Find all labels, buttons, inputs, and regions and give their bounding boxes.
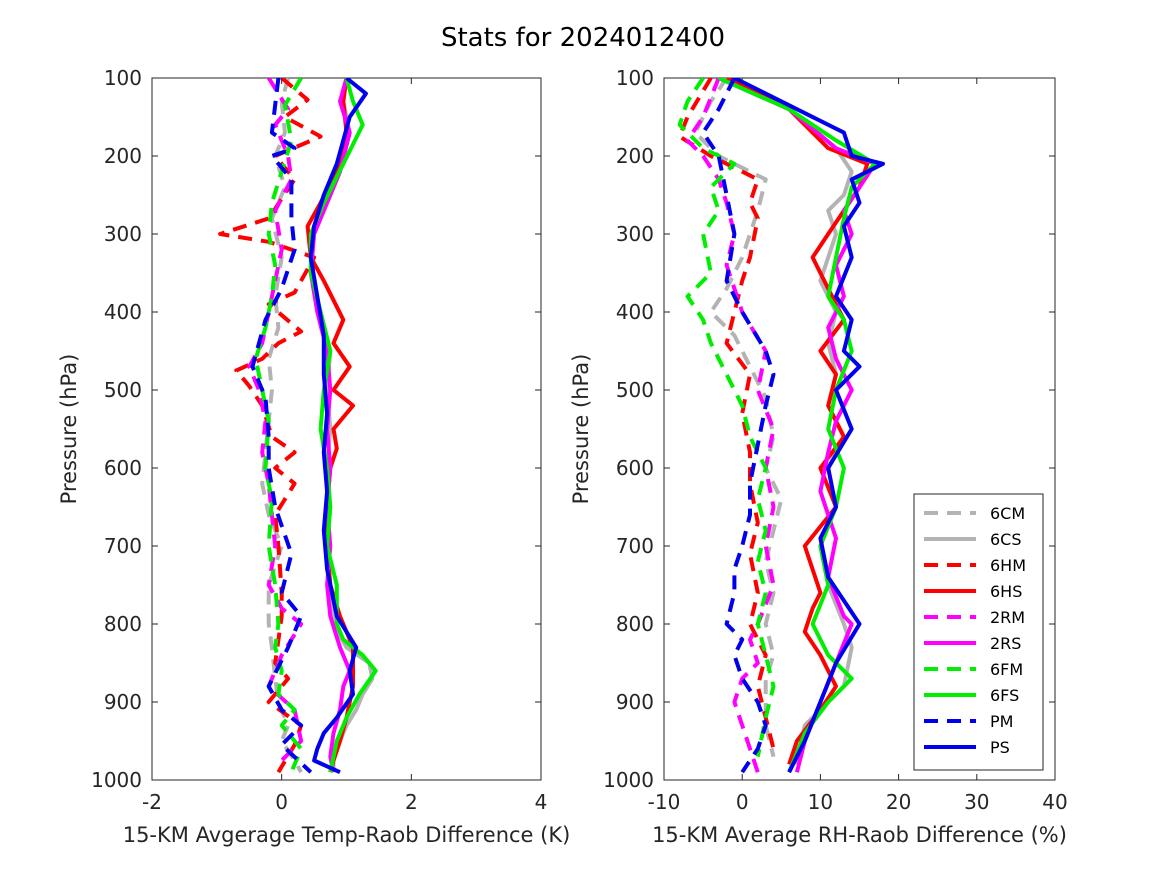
legend-label-pm: PM <box>990 712 1013 731</box>
legend-label-2rs: 2RS <box>990 634 1021 653</box>
legend-label-ps: PS <box>990 738 1010 757</box>
series-line-ps <box>733 78 885 774</box>
x-tick-label: -2 <box>142 790 162 814</box>
series-line-6cm <box>693 78 784 758</box>
x-tick-labels: -2 0 2 4 <box>142 790 547 814</box>
legend-label-6cs: 6CS <box>990 530 1022 549</box>
x-tick-label: 30 <box>964 790 989 814</box>
series-line-6fs <box>308 78 378 773</box>
x-tick-label: 40 <box>1042 790 1067 814</box>
y-tick-label: 900 <box>104 690 142 714</box>
y-tick-labels: 100 200 300 400 500 600 700 800 900 1000 <box>91 66 142 792</box>
y-tick-label: 300 <box>104 222 142 246</box>
series-line-6hm <box>218 78 323 774</box>
series-line-6hm <box>677 78 776 750</box>
y-tick-label: 500 <box>616 378 654 402</box>
x-axis-label: 15-KM Avgerage Temp-Raob Difference (K) <box>123 823 571 847</box>
plot-area <box>663 77 1056 781</box>
y-tick-label: 500 <box>104 378 142 402</box>
series-line-ps <box>308 78 368 775</box>
y-tick-label: 1000 <box>91 768 142 792</box>
y-tick-label: 200 <box>616 144 654 168</box>
y-tick-label: 400 <box>104 300 142 324</box>
x-tick-label: 0 <box>275 790 288 814</box>
y-tick-label: 400 <box>616 300 654 324</box>
y-tick-label: 700 <box>104 534 142 558</box>
plot-area <box>151 77 542 781</box>
y-tick-label: 800 <box>104 612 142 636</box>
y-tick-label: 1000 <box>603 768 654 792</box>
legend-label-6hm: 6HM <box>990 556 1026 575</box>
series-line-pm <box>250 78 313 774</box>
rh-difference-panel: -10 0 10 20 30 40 100 200 300 400 500 600 700 800 900… <box>569 66 1068 847</box>
x-tick-label: -10 <box>648 790 681 814</box>
y-tick-label: 700 <box>616 534 654 558</box>
series-group <box>677 78 885 774</box>
series-group <box>218 78 378 775</box>
series-line-2rm <box>685 78 776 773</box>
y-tick-label: 900 <box>616 690 654 714</box>
x-tick-label: 4 <box>535 790 548 814</box>
figure-title: Stats for 2024012400 <box>441 23 725 53</box>
y-tick-label: 300 <box>616 222 654 246</box>
legend-label-6hs: 6HS <box>990 582 1022 601</box>
x-tick-label: 10 <box>808 790 833 814</box>
x-tick-label: 20 <box>886 790 911 814</box>
x-tick-labels: -10 0 10 20 30 40 <box>648 790 1068 814</box>
legend: 6CM 6CS 6HM 6HS 2RM 2RS 6FM 6FS PM PS <box>913 493 1044 771</box>
series-line-2rs <box>717 78 878 773</box>
y-axis-label: Pressure (hPa) <box>57 354 81 505</box>
y-tick-label: 100 <box>104 66 142 90</box>
y-axis-label: Pressure (hPa) <box>569 354 593 505</box>
y-tick-label: 800 <box>616 612 654 636</box>
series-line-2rs <box>308 78 352 773</box>
x-tick-label: 2 <box>405 790 418 814</box>
legend-label-2rm: 2RM <box>990 608 1025 627</box>
temp-difference-panel: -2 0 2 4 100 200 300 400 500 600 700 800 900 1000 15… <box>57 66 570 847</box>
y-tick-label: 600 <box>104 456 142 480</box>
legend-label-6fm: 6FM <box>990 660 1023 679</box>
y-tick-labels: 100 200 300 400 500 600 700 800 900 1000 <box>603 66 654 792</box>
legend-label-6cm: 6CM <box>990 504 1025 523</box>
axes-box <box>663 77 1056 781</box>
series-line-6fm <box>677 78 776 757</box>
legend-box <box>913 493 1044 771</box>
series-line-2rm <box>247 78 304 762</box>
y-tick-label: 600 <box>616 456 654 480</box>
x-tick-label: 0 <box>736 790 749 814</box>
y-tick-label: 100 <box>616 66 654 90</box>
series-line-6fm <box>253 78 304 773</box>
legend-label-6fs: 6FS <box>990 686 1019 705</box>
y-tick-label: 200 <box>104 144 142 168</box>
x-axis-label: 15-KM Average RH-Raob Difference (%) <box>652 823 1067 847</box>
